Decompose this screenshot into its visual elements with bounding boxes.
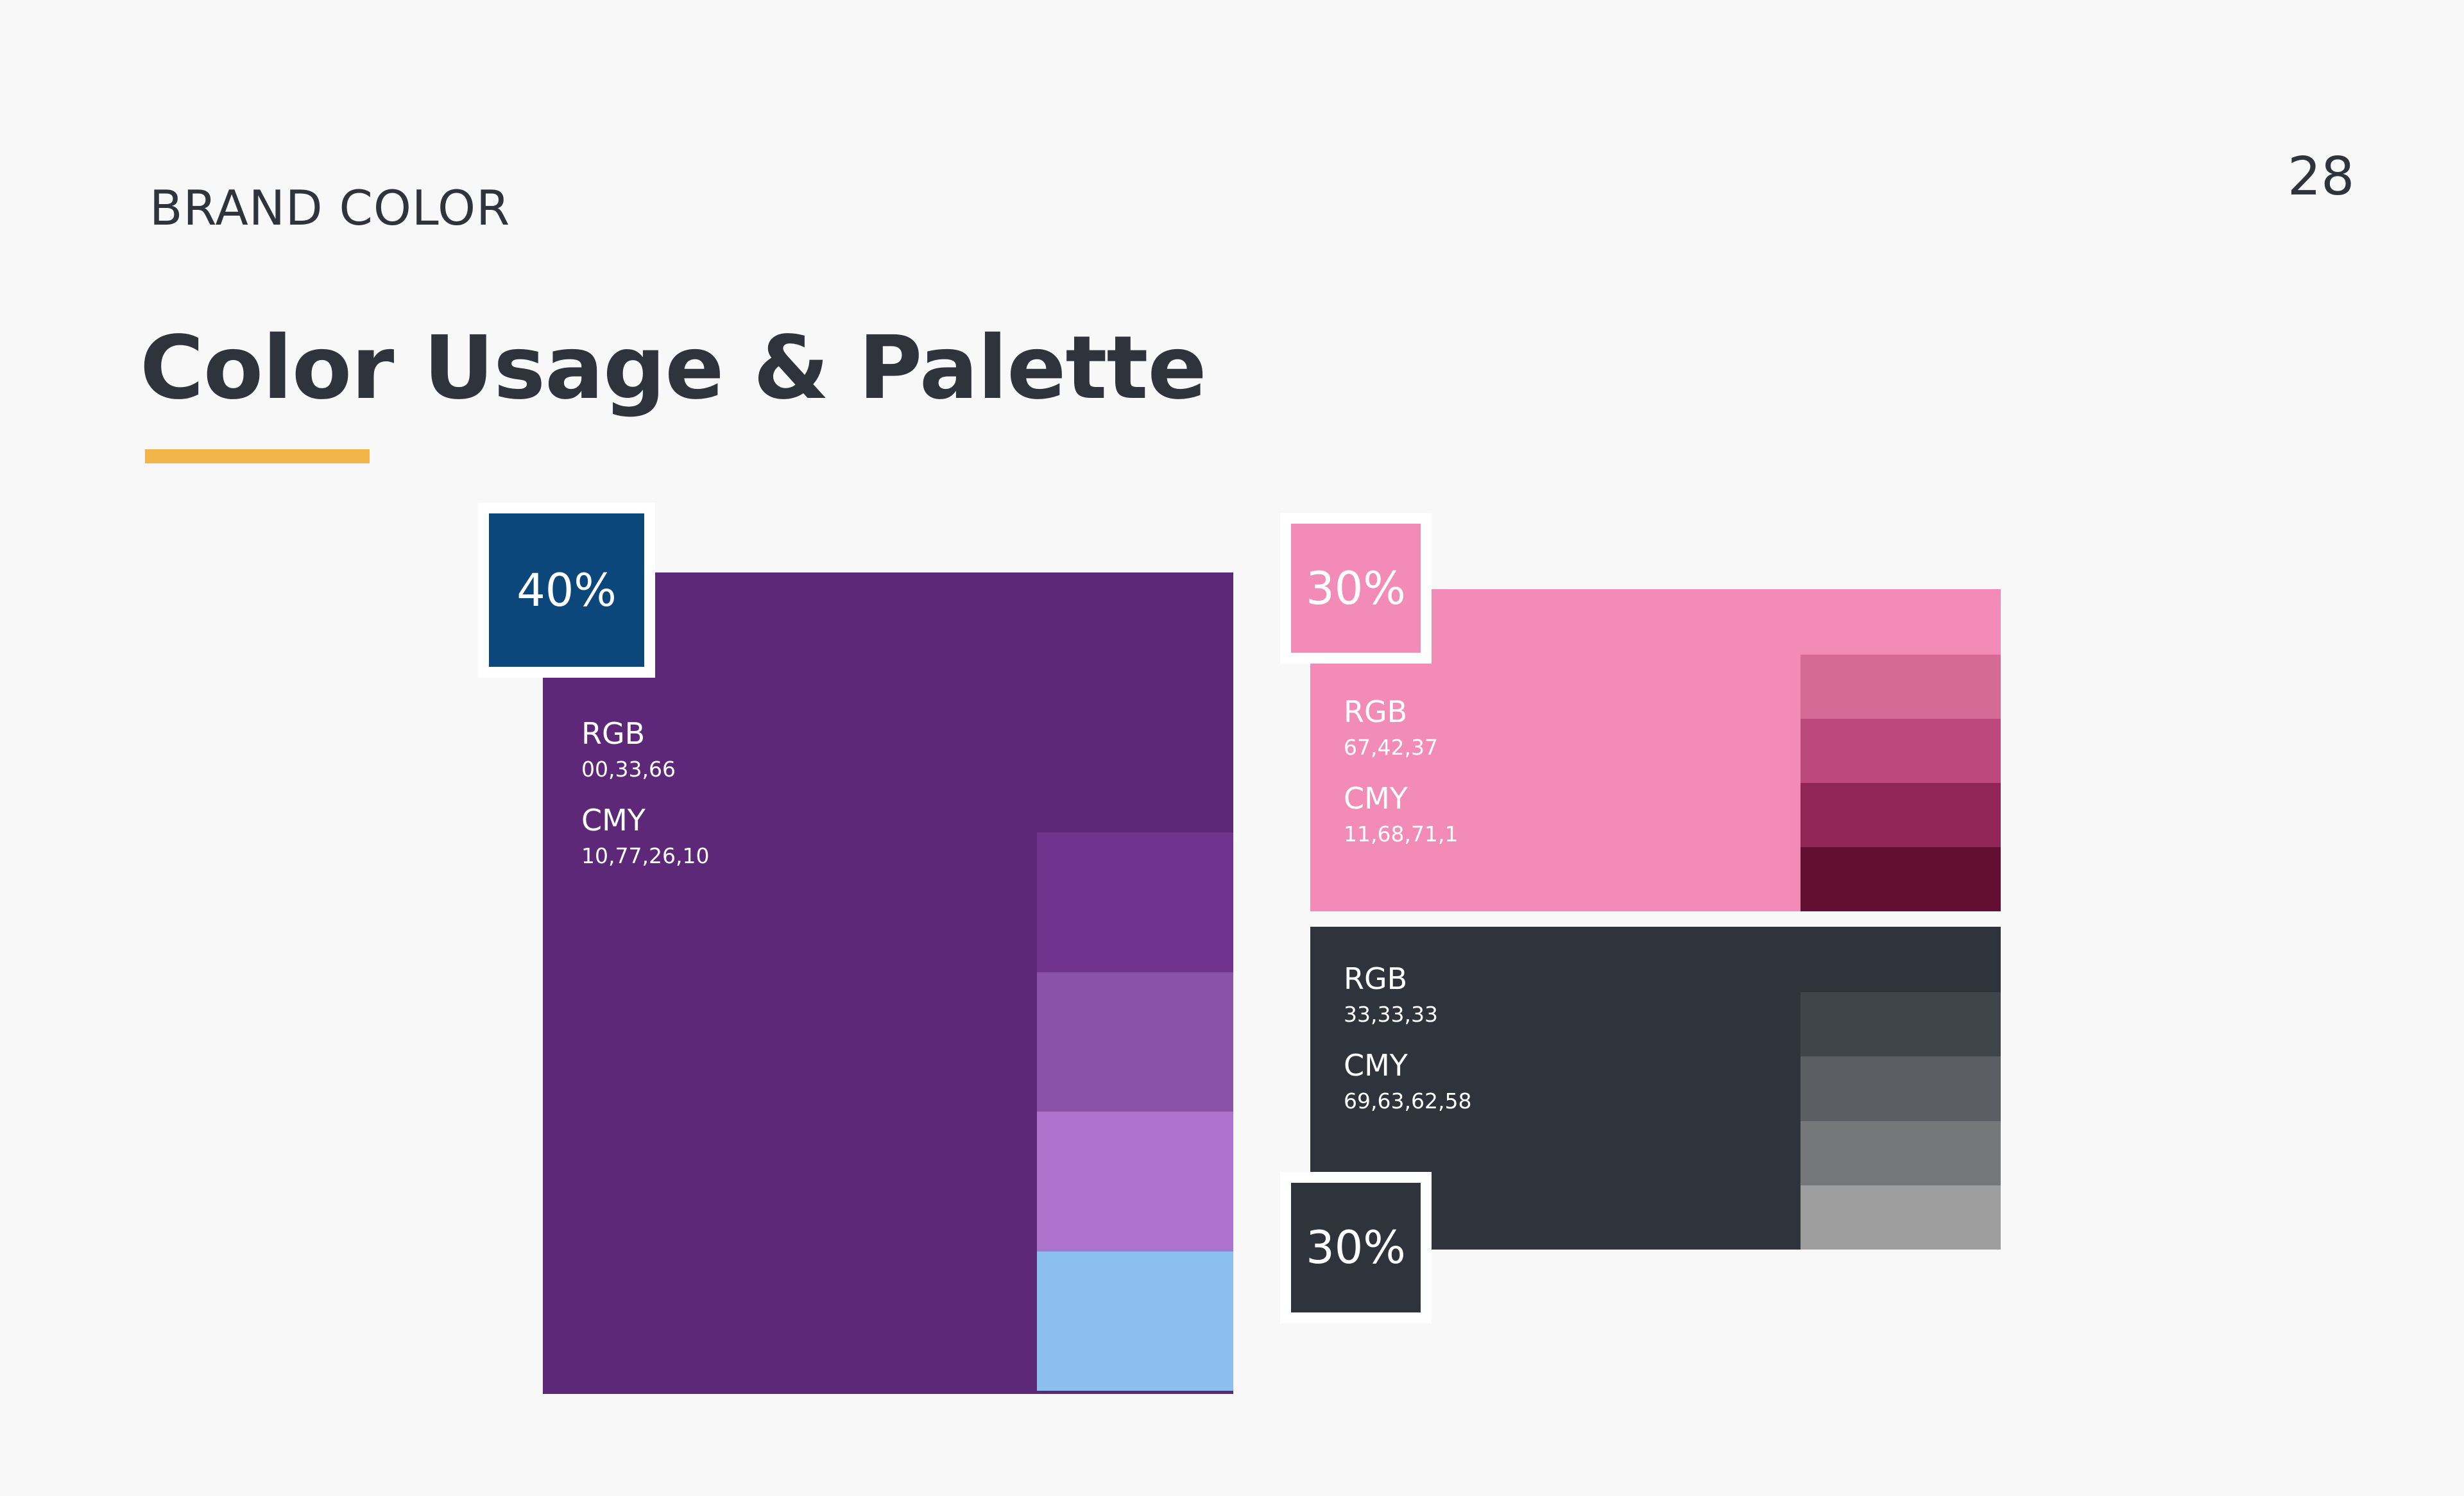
neutral-color-block: RGB 33,33,33 CMY 69,63,62,58	[1310, 927, 2001, 1250]
neutral-tint-swatches	[1801, 992, 2001, 1250]
primary-tint-swatch	[1037, 1251, 1233, 1391]
page-title: Color Usage & Palette	[140, 318, 1207, 419]
neutral-tint-swatch	[1801, 1121, 2001, 1185]
primary-tint-swatch	[1037, 1112, 1233, 1251]
neutral-rgb-value: 33,33,33	[1344, 1002, 1438, 1027]
neutral-tint-swatch	[1801, 992, 2001, 1057]
neutral-percent-badge: 30%	[1280, 1172, 1432, 1323]
primary-tint-swatches	[1037, 832, 1233, 1391]
secondary-percent-badge: 30%	[1280, 513, 1432, 664]
neutral-tint-swatch	[1801, 1056, 2001, 1121]
primary-cmy-value: 10,77,26,10	[581, 843, 710, 868]
primary-color-info: RGB 00,33,66 CMY 10,77,26,10	[581, 719, 709, 866]
secondary-tint-swatch	[1801, 847, 2001, 911]
section-label: BRAND COLOR	[150, 180, 511, 236]
secondary-color-info: RGB 67,42,37 CMY 11,68,71,1	[1344, 697, 1458, 845]
secondary-tint-swatch	[1801, 783, 2001, 847]
page-number: 28	[2288, 146, 2355, 207]
secondary-color-block: RGB 67,42,37 CMY 11,68,71,1	[1310, 589, 2001, 911]
primary-percent-badge: 40%	[478, 503, 655, 678]
secondary-percent-label: 30%	[1306, 562, 1406, 615]
title-underline	[145, 449, 370, 463]
secondary-rgb-value: 67,42,37	[1344, 735, 1438, 760]
secondary-tint-swatch	[1801, 655, 2001, 719]
primary-percent-label: 40%	[517, 563, 617, 617]
primary-cmy-label: CMY	[581, 803, 646, 838]
secondary-tint-swatches	[1801, 655, 2001, 911]
primary-rgb-label: RGB	[581, 716, 646, 751]
primary-percent-badge-fill: 40%	[489, 513, 644, 667]
neutral-cmy-label: CMY	[1344, 1048, 1408, 1083]
neutral-rgb-label: RGB	[1344, 961, 1408, 996]
primary-tint-swatch	[1037, 972, 1233, 1112]
neutral-percent-label: 30%	[1306, 1221, 1406, 1274]
secondary-cmy-label: CMY	[1344, 781, 1408, 816]
primary-rgb-value: 00,33,66	[581, 757, 676, 782]
secondary-cmy-value: 11,68,71,1	[1344, 821, 1459, 847]
neutral-color-info: RGB 33,33,33 CMY 69,63,62,58	[1344, 964, 1471, 1112]
primary-color-block: RGB 00,33,66 CMY 10,77,26,10	[543, 572, 1233, 1394]
secondary-rgb-label: RGB	[1344, 694, 1408, 729]
neutral-tint-swatch	[1801, 1185, 2001, 1250]
neutral-percent-badge-fill: 30%	[1291, 1183, 1421, 1312]
secondary-tint-swatch	[1801, 719, 2001, 783]
neutral-cmy-value: 69,63,62,58	[1344, 1088, 1472, 1113]
secondary-percent-badge-fill: 30%	[1291, 524, 1421, 653]
primary-tint-swatch	[1037, 832, 1233, 972]
